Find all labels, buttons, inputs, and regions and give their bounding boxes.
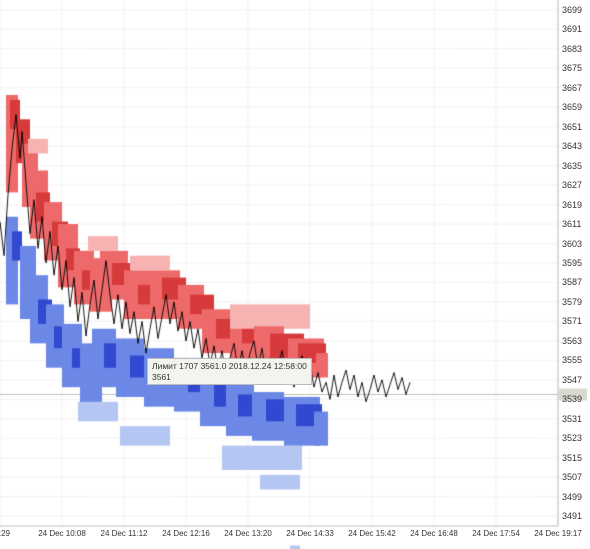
y-tick-label: 3635 [562, 161, 590, 171]
chart-canvas[interactable] [0, 0, 590, 549]
y-tick-label: 3515 [562, 453, 590, 463]
y-tick-label: 3499 [562, 492, 590, 502]
y-tick-label: 3683 [562, 44, 590, 54]
y-tick-label: 3587 [562, 277, 590, 287]
x-tick-label: 24 Dec 14:33 [283, 529, 337, 538]
y-tick-label: 3603 [562, 239, 590, 249]
x-tick-label: 24 Dec 10:08 [35, 529, 89, 538]
x-tick-label: 24 Dec 15:42 [345, 529, 399, 538]
x-tick-label: 24 Dec 17:54 [469, 529, 523, 538]
x-tick-label: 24 Dec 13:20 [221, 529, 275, 538]
y-tick-label: 3619 [562, 200, 590, 210]
y-tick-label: 3579 [562, 297, 590, 307]
y-tick-label: 3699 [562, 5, 590, 15]
y-tick-label: 3555 [562, 355, 590, 365]
x-tick-label: 24 Dec 11:12 [97, 529, 151, 538]
y-tick-label: 3627 [562, 180, 590, 190]
x-tick-label: 24 Dec 19:17 [531, 529, 585, 538]
y-tick-label: 3667 [562, 83, 590, 93]
y-tick-label: 3523 [562, 433, 590, 443]
y-tick-label: 3539 [562, 394, 590, 404]
y-tick-label: 3643 [562, 141, 590, 151]
y-tick-label: 3651 [562, 122, 590, 132]
y-tick-label: 3547 [562, 375, 590, 385]
y-tick-label: 3563 [562, 336, 590, 346]
y-tick-label: 3595 [562, 258, 590, 268]
y-tick-label: 3531 [562, 414, 590, 424]
y-tick-label: 3611 [562, 219, 590, 229]
y-tick-label: 3491 [562, 511, 590, 521]
x-tick-label: 24 Dec 12:16 [159, 529, 213, 538]
x-tick-label: 24 Dec 16:48 [407, 529, 461, 538]
y-tick-label: 3507 [562, 472, 590, 482]
y-tick-label: 3675 [562, 63, 590, 73]
y-tick-label: 3571 [562, 316, 590, 326]
depth-chart[interactable]: 3491 3499 3507 3515 3523 3531 3539 3547 3555 3563… [0, 0, 590, 549]
y-tick-label: 3691 [562, 24, 590, 34]
x-tick-label: 22:29 [0, 529, 27, 538]
y-tick-label: 3659 [562, 102, 590, 112]
